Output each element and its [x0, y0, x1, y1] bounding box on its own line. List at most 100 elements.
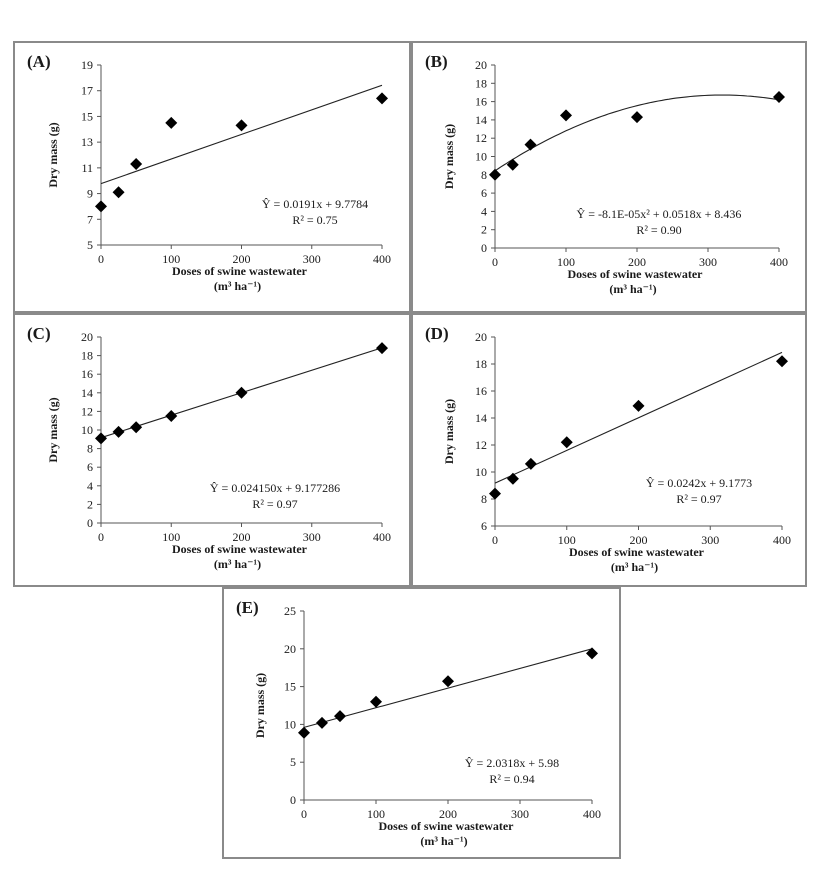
data-point	[489, 487, 501, 500]
y-tick-label: 14	[81, 386, 93, 400]
x-axis-title: Doses of swine wastewater	[172, 542, 308, 556]
data-point	[298, 726, 310, 739]
y-axis-title: Dry mass (g)	[46, 397, 60, 462]
y-tick-label: 2	[481, 223, 487, 237]
data-point	[773, 91, 785, 104]
chart-svg: 5 7 9 11 13 15 17 19 0 100 200 300 400 (A) Dry mass (g…	[27, 52, 391, 293]
regression-equation: Ŷ = 0.0242x + 9.1773	[646, 476, 752, 490]
data-point	[165, 116, 178, 129]
y-tick-label: 11	[81, 161, 93, 175]
x-tick-label: 100	[558, 533, 576, 547]
x-axis-title: Doses of swine wastewater	[172, 264, 308, 278]
y-axis-title: Dry mass (g)	[442, 124, 456, 189]
panel-label: (D)	[425, 324, 449, 343]
data-point	[370, 695, 382, 708]
panel-label: (B)	[425, 52, 448, 71]
x-tick-label: 100	[162, 530, 180, 544]
x-axis-unit: (m³ ha⁻¹)	[420, 834, 467, 848]
y-tick-label: 6	[481, 519, 487, 533]
x-tick-label: 200	[630, 533, 648, 547]
data-point	[130, 421, 143, 434]
x-tick-label: 400	[770, 255, 788, 269]
x-axis-title: Doses of swine wastewater	[379, 819, 515, 833]
y-tick-label: 18	[475, 76, 487, 90]
r-squared-label: R² = 0.90	[636, 223, 681, 237]
trend-line	[494, 351, 783, 484]
trend-line	[494, 94, 780, 172]
y-tick-label: 4	[481, 204, 487, 218]
data-point	[235, 119, 248, 132]
data-point	[376, 342, 388, 355]
x-tick-label: 200	[439, 807, 457, 821]
data-point	[524, 457, 537, 470]
panel-d: 6 8 10 12 14 16 18 20 0 100 200 300 400 (D) Dry mass (…	[411, 313, 807, 587]
x-tick-label: 400	[583, 807, 601, 821]
x-tick-label: 0	[98, 530, 104, 544]
r-squared-label: R² = 0.75	[292, 213, 337, 227]
x-tick-label: 100	[367, 807, 385, 821]
data-point	[112, 425, 125, 438]
x-tick-label: 300	[303, 252, 321, 266]
y-tick-label: 5	[87, 238, 93, 252]
x-axis-title: Doses of swine wastewater	[569, 545, 705, 559]
x-axis-unit: (m³ ha⁻¹)	[214, 279, 261, 293]
y-tick-label: 8	[481, 492, 487, 506]
panel-label: (A)	[27, 52, 51, 71]
x-tick-label: 300	[511, 807, 529, 821]
data-point	[632, 399, 645, 412]
y-tick-label: 12	[475, 438, 487, 452]
data-point	[316, 716, 328, 729]
y-tick-label: 10	[81, 423, 93, 437]
y-tick-label: 0	[87, 516, 93, 530]
y-tick-label: 5	[290, 755, 296, 769]
data-point	[95, 200, 107, 213]
data-point	[442, 675, 454, 688]
chart-svg: 0 5 10 15 20 25 0 100 200 300 400 (E) Dry mass (g) Do…	[236, 598, 601, 848]
y-tick-label: 19	[81, 58, 93, 72]
y-tick-label: 14	[475, 113, 487, 127]
panel-c: 0 2 4 6 8 10 12 14 16 18 20 0 100 200 300 400 (C) Dry mas…	[13, 313, 411, 587]
y-tick-label: 15	[81, 109, 93, 123]
panel-e: 0 5 10 15 20 25 0 100 200 300 400 (E) Dry mass (g) Do…	[222, 587, 621, 859]
x-tick-label: 300	[699, 255, 717, 269]
y-tick-label: 10	[475, 465, 487, 479]
y-tick-label: 10	[475, 150, 487, 164]
x-tick-label: 400	[773, 533, 791, 547]
y-tick-label: 20	[475, 330, 487, 344]
data-point	[524, 138, 537, 151]
r-squared-label: R² = 0.97	[252, 497, 297, 511]
y-tick-label: 9	[87, 187, 93, 201]
y-tick-label: 16	[81, 367, 93, 381]
x-tick-label: 0	[98, 252, 104, 266]
data-point	[506, 158, 519, 171]
y-tick-label: 20	[81, 330, 93, 344]
x-tick-label: 0	[301, 807, 307, 821]
data-point	[95, 432, 107, 445]
regression-equation: Ŷ = 0.0191x + 9.7784	[262, 197, 368, 211]
regression-equation: Ŷ = 2.0318x + 5.98	[465, 756, 559, 770]
data-point	[631, 111, 643, 124]
y-tick-label: 18	[81, 349, 93, 363]
y-tick-label: 16	[475, 384, 487, 398]
y-tick-label: 6	[481, 186, 487, 200]
y-axis-title: Dry mass (g)	[442, 399, 456, 464]
panel-label: (E)	[236, 598, 259, 617]
y-tick-label: 14	[475, 411, 487, 425]
x-tick-label: 400	[373, 530, 391, 544]
y-tick-label: 25	[284, 604, 296, 618]
data-point	[376, 92, 388, 105]
x-tick-label: 300	[701, 533, 719, 547]
data-point	[334, 710, 346, 723]
y-tick-label: 7	[87, 212, 93, 226]
y-tick-label: 4	[87, 479, 93, 493]
y-axis-title: Dry mass (g)	[46, 122, 60, 187]
trend-line	[303, 648, 593, 728]
data-point	[489, 168, 501, 181]
panel-label: (C)	[27, 324, 51, 343]
data-point	[165, 410, 178, 423]
y-tick-label: 8	[481, 168, 487, 182]
x-tick-label: 0	[492, 533, 498, 547]
